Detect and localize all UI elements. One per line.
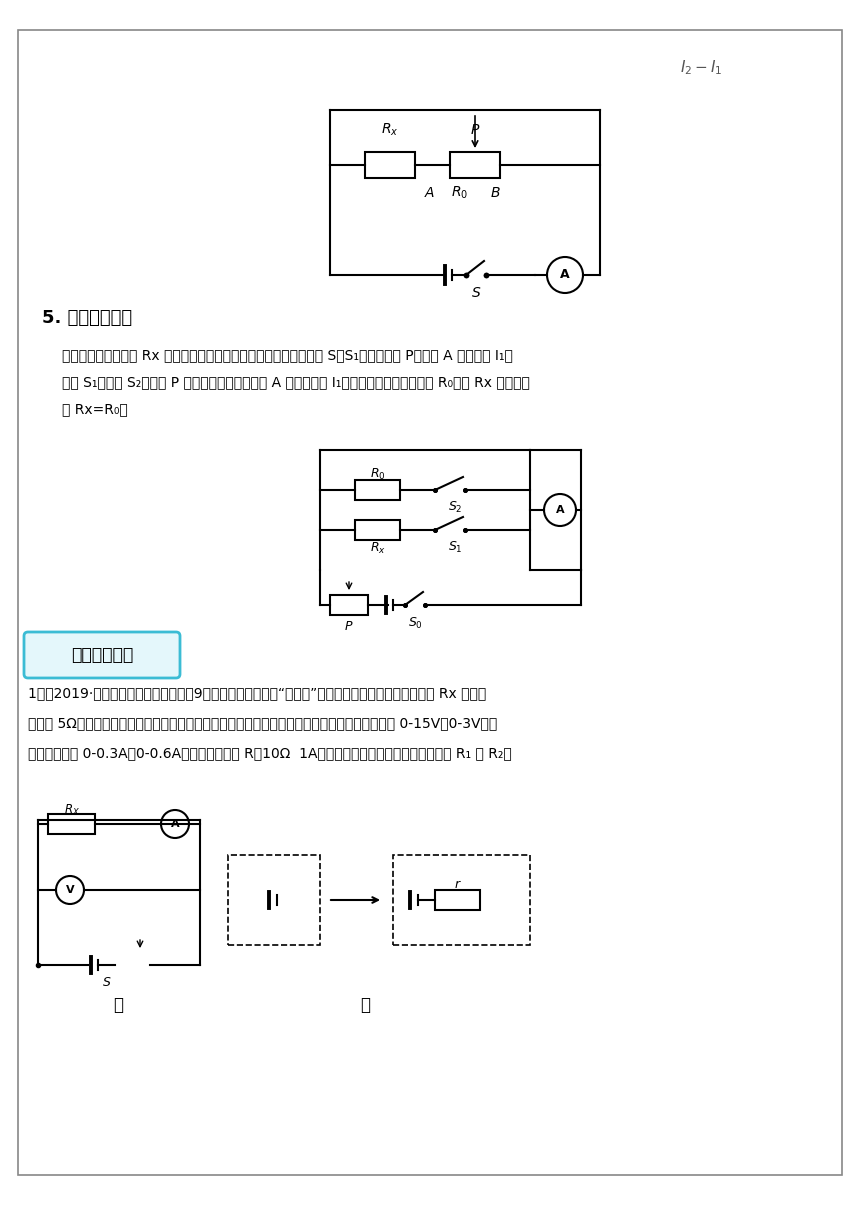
Text: $I_2-I_1$: $I_2-I_1$	[680, 58, 722, 78]
Text: 课堂达标检测: 课堂达标检测	[71, 646, 133, 664]
Bar	[228, 855, 320, 945]
Text: 5. 等效替代法：: 5. 等效替代法：	[42, 309, 132, 326]
Text: $S$: $S$	[102, 977, 112, 989]
Text: $B$: $B$	[489, 186, 501, 200]
Text: 电流表（量程 0-0.3A，0-0.6A），滑动变阔器 R（10Ω  1A），阔值已知且大小不等的定值电阔 R₁ 和 R₂。: 电流表（量程 0-0.3A，0-0.6A），滑动变阔器 R（10Ω 1A），阔值…	[28, 745, 512, 760]
Bar	[355, 520, 400, 540]
Text: 为 Rx=R₀。: 为 Rx=R₀。	[62, 402, 128, 417]
Text: $R_X$: $R_X$	[64, 803, 79, 817]
Circle shape	[161, 810, 189, 838]
Bar	[355, 480, 400, 501]
Text: 乙: 乙	[360, 996, 370, 1015]
Text: A: A	[560, 268, 570, 281]
Text: $S_1$: $S_1$	[448, 540, 463, 554]
Text: $P$: $P$	[344, 620, 353, 633]
Circle shape	[544, 495, 576, 526]
Text: 不小于 5Ω，电源由两节干电池组成，除了开关、导线外，可供使用的实验器材有：电压表（量程 0-15V，0-3V），: 不小于 5Ω，电源由两节干电池组成，除了开关、导线外，可供使用的实验器材有：电压…	[28, 716, 497, 730]
Text: 用电阔箱测未知电阔 Rx 的阔值。电路设计举例：如下图所示，闭合 S、S₁，调节滑片 P，读出 A 表示数为 I₁；: 用电阔箱测未知电阔 Rx 的阔值。电路设计举例：如下图所示，闭合 S、S₁，调节…	[62, 348, 513, 362]
Text: $R_0$: $R_0$	[370, 466, 386, 481]
Text: A: A	[556, 505, 564, 515]
Text: $S$: $S$	[470, 286, 482, 300]
Text: 甲: 甲	[113, 996, 123, 1015]
Text: $R_x$: $R_x$	[370, 541, 386, 555]
Text: $P$: $P$	[470, 123, 480, 136]
Bar	[48, 814, 95, 834]
Text: $S_2$: $S_2$	[448, 499, 463, 514]
Circle shape	[56, 876, 84, 904]
Bar	[330, 596, 368, 615]
Text: 1．（2019·四川省成都市石室天府中学9年级三模）小明利用“伏安法”测量定值的阔值，已知未知电阔 Rx 的阔值: 1．（2019·四川省成都市石室天府中学9年级三模）小明利用“伏安法”测量定值的…	[28, 686, 486, 700]
Text: $R_0$: $R_0$	[452, 185, 469, 201]
Bar	[450, 152, 500, 178]
Text: V: V	[65, 885, 74, 895]
Bar	[393, 855, 530, 945]
Text: A: A	[170, 818, 180, 829]
Text: $R_x$: $R_x$	[381, 122, 399, 138]
Circle shape	[547, 257, 583, 294]
Bar	[435, 890, 480, 910]
FancyBboxPatch shape	[24, 632, 180, 678]
Bar	[365, 152, 415, 178]
Text: $A$: $A$	[424, 186, 436, 200]
Text: 断开 S₁，闭合 S₂，滑片 P 不动，调节电阔箱，使 A 表示数仍为 I₁，读出电阔箱连入的阔值 R₀，则 Rx 的表达式: 断开 S₁，闭合 S₂，滑片 P 不动，调节电阔箱，使 A 表示数仍为 I₁，读…	[62, 375, 530, 389]
Text: $r$: $r$	[453, 877, 462, 890]
Text: $S_0$: $S_0$	[408, 615, 422, 631]
